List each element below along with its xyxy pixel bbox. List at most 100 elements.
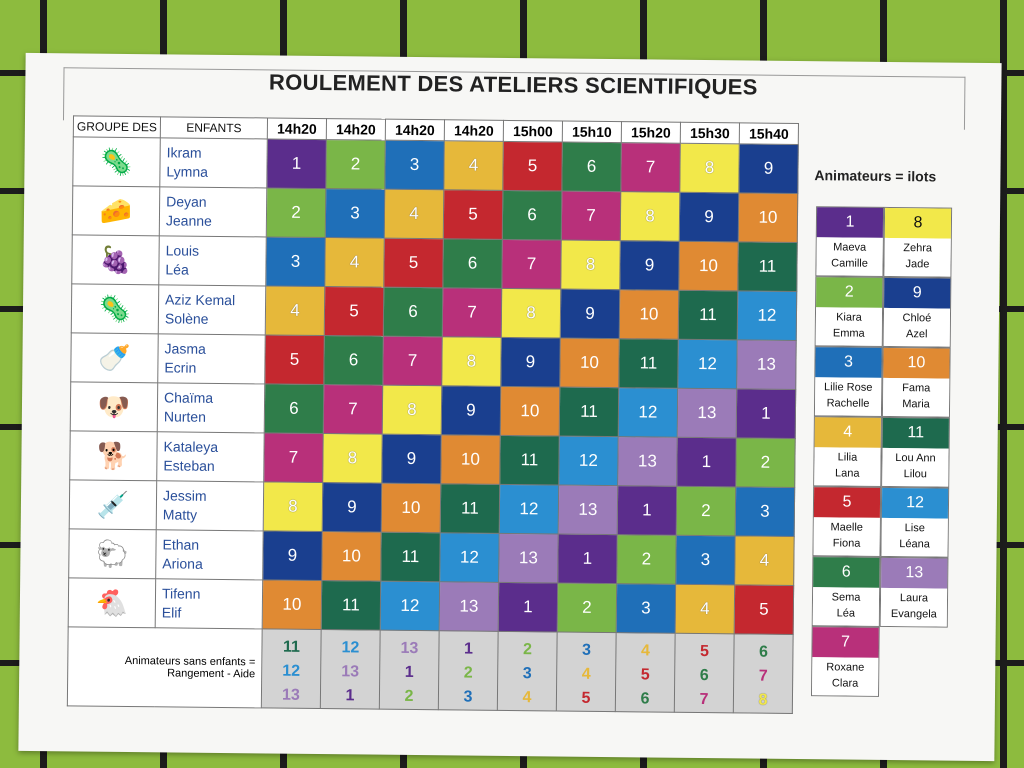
- group-icon-cell: 🍼: [70, 332, 159, 383]
- child-name: Chaïma: [163, 389, 214, 406]
- helper-number: 5: [699, 643, 709, 661]
- time-header: 14h20: [267, 117, 327, 140]
- workshop-cell: 4: [443, 140, 504, 191]
- time-header: 15h40: [739, 122, 799, 145]
- helper-number: 12: [341, 639, 360, 657]
- child-name: Nurten: [163, 408, 206, 425]
- workshop-cell: 12: [737, 290, 797, 341]
- workshop-cell: 5: [502, 141, 563, 192]
- table-row: 💉 Jessim Matty 8 9 10 11 12 13 1 2 3: [69, 479, 795, 537]
- legend-names: Lou Ann Lilou: [882, 447, 949, 487]
- legend-names: Fama Maria: [882, 377, 950, 417]
- schedule-table: GROUPE DES ENFANTS 14h20 14h20 14h20 14h20 1…: [67, 115, 799, 714]
- legend-row: 2 Kiara Emma 9 Chloé Azel: [814, 276, 952, 348]
- legend-names: Laura Evangela: [880, 587, 948, 627]
- legend-names: Roxane Clara: [811, 657, 879, 696]
- children-names: Kataleya Esteban: [156, 431, 265, 482]
- legend-item: 11 Lou Ann Lilou: [881, 416, 950, 488]
- workshop-cell: 8: [322, 433, 383, 484]
- animator-name: Rachelle: [826, 397, 870, 410]
- helper-cell: 13 1 2: [379, 630, 440, 710]
- dog-icon: 🐶: [97, 391, 131, 423]
- workshop-cell: 7: [620, 142, 681, 193]
- workshop-cell: 2: [266, 187, 326, 238]
- child-name: Léa: [165, 261, 189, 278]
- animator-name: Lilie Rose: [824, 381, 873, 394]
- workshop-cell: 1: [266, 138, 327, 189]
- legend-number: 7: [812, 627, 879, 658]
- animator-name: Maelle: [830, 521, 864, 534]
- workshop-cell: 4: [265, 285, 325, 336]
- workshop-cell: 9: [441, 385, 501, 436]
- helper-cell: 5 6 7: [674, 633, 735, 713]
- table-row: 🍇 Louis Léa 3 4 5 6 7 8 9 10 11: [71, 234, 798, 292]
- animator-name: Zehra: [903, 242, 933, 255]
- workshop-cell: 11: [321, 580, 381, 631]
- legend-item: 2 Kiara Emma: [814, 276, 884, 347]
- workshop-cell: 5: [324, 286, 384, 337]
- workshop-cell: 9: [322, 482, 382, 533]
- workshop-cell: 13: [558, 485, 618, 535]
- animator-name: Roxane: [826, 661, 865, 674]
- helper-number: 4: [640, 642, 650, 660]
- helper-number: 2: [404, 687, 414, 706]
- animator-name: Laura: [899, 592, 929, 605]
- legend-item: 3 Lilie Rose Rachelle: [813, 346, 883, 417]
- workshop-cell: 8: [620, 191, 680, 242]
- helper-cell: 11 12 13: [261, 628, 322, 709]
- workshop-cell: 13: [617, 436, 678, 487]
- helper-number: 6: [640, 690, 650, 708]
- legend-names: Lise Léana: [881, 517, 948, 557]
- animator-name: Emma: [832, 327, 865, 340]
- helper-number: 6: [758, 643, 768, 661]
- workshop-cell: 8: [263, 481, 323, 532]
- child-name: Elif: [161, 604, 182, 621]
- children-names: Ikram Lymna: [159, 137, 268, 188]
- table-row: 🍼 Jasma Ecrin 5 6 7 8 9 10 11 12 13: [70, 332, 797, 390]
- animator-name: Lana: [835, 467, 860, 480]
- child-name: Kataleya: [163, 438, 219, 455]
- footer-row: Animateurs sans enfants = Rangement - Aid…: [67, 626, 794, 714]
- workshop-cell: 4: [384, 189, 444, 239]
- animator-name: Azel: [906, 328, 928, 341]
- grapes-icon: 🍇: [99, 244, 132, 276]
- workshop-cell: 1: [617, 485, 677, 536]
- child-name: Tifenn: [161, 585, 201, 602]
- legend-number: 3: [815, 347, 882, 378]
- helper-cell: 6 7 8: [733, 633, 794, 714]
- helper-number: 5: [640, 666, 650, 684]
- helper-number: 1: [404, 663, 414, 682]
- helper-number: 7: [699, 691, 709, 709]
- helper-number: 2: [522, 641, 533, 659]
- legend-number: 1: [816, 207, 884, 238]
- workshop-cell: 8: [382, 385, 442, 435]
- child-name: Esteban: [163, 457, 215, 474]
- header-group: GROUPE DES: [73, 115, 161, 138]
- workshop-cell: 3: [265, 236, 326, 287]
- helper-number: 5: [581, 689, 591, 707]
- workshop-cell: 13: [677, 388, 737, 438]
- workshop-cell: 4: [675, 584, 735, 634]
- child-name: Matty: [162, 506, 198, 523]
- legend-names: Maeva Camille: [816, 237, 883, 276]
- workshop-cell: 9: [619, 240, 680, 291]
- workshop-cell: 2: [557, 583, 617, 633]
- workshop-cell: 6: [502, 190, 562, 241]
- workshop-cell: 1: [736, 388, 796, 439]
- sheep-icon: 🐑: [96, 538, 129, 570]
- workshop-cell: 12: [499, 484, 559, 535]
- milk-bottle-icon: 🍼: [98, 342, 131, 374]
- legend-number: 8: [884, 207, 952, 239]
- workshop-cell: 2: [325, 139, 386, 190]
- workshop-cell: 3: [675, 535, 736, 585]
- workshop-cell: 6: [383, 287, 443, 337]
- helper-number: 13: [341, 663, 360, 681]
- workshop-cell: 5: [383, 238, 444, 288]
- workshop-cell: 11: [559, 387, 619, 437]
- workshop-cell: 8: [560, 240, 621, 290]
- legend-names: Zehra Jade: [884, 237, 951, 277]
- helper-cell: 2 3 4: [497, 631, 558, 712]
- microbe-icon: 🦠: [100, 146, 133, 178]
- group-icon-cell: 🐔: [68, 577, 156, 628]
- workshop-cell: 12: [439, 532, 500, 583]
